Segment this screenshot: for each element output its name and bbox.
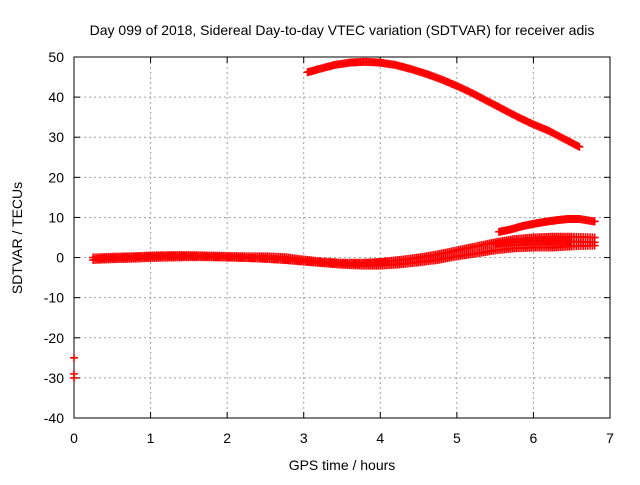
y-tick-label: 50 xyxy=(48,49,64,65)
y-axis-label: SDTVAR / TECUs xyxy=(9,182,25,294)
satellite-track-6 xyxy=(491,237,599,248)
data-point-marker xyxy=(575,142,584,151)
data-point-marker xyxy=(590,217,599,226)
x-axis-label: GPS time / hours xyxy=(289,457,396,473)
y-tick-label: 40 xyxy=(48,89,64,105)
x-tick-label: 0 xyxy=(70,430,78,446)
data-point-marker xyxy=(590,238,599,247)
x-tick-label: 1 xyxy=(147,430,155,446)
y-tick-label: 0 xyxy=(56,250,64,266)
outlier-points xyxy=(70,353,78,382)
data-point-marker xyxy=(70,373,78,382)
y-tick-label: -20 xyxy=(44,330,64,346)
chart-title: Day 099 of 2018, Sidereal Day-to-day VTE… xyxy=(90,22,595,38)
satellite-track-5 xyxy=(494,215,599,236)
plot-frame xyxy=(73,56,611,419)
x-tick-label: 6 xyxy=(530,430,538,446)
x-tick-label: 2 xyxy=(223,430,231,446)
satellite-track-3 xyxy=(92,251,392,268)
x-tick-label: 7 xyxy=(606,430,614,446)
data-point-marker xyxy=(70,353,78,362)
x-tick-label: 3 xyxy=(300,430,308,446)
ticks: 0 1 2 3 4 5 6 7 -40 -30 -20 -10 0 10 20 30 40 50 xyxy=(44,49,614,446)
satellite-track-4 xyxy=(303,57,584,151)
y-tick-label: 20 xyxy=(48,169,64,185)
y-tick-label: -40 xyxy=(44,410,64,426)
data-series xyxy=(70,57,599,382)
data-point-marker xyxy=(383,257,392,266)
axes xyxy=(73,56,611,419)
y-tick-label: -30 xyxy=(44,370,64,386)
y-tick-label: -10 xyxy=(44,290,64,306)
y-tick-label: 10 xyxy=(48,209,64,225)
x-tick-label: 4 xyxy=(376,430,384,446)
x-tick-label: 5 xyxy=(453,430,461,446)
data-point-marker xyxy=(573,142,582,151)
y-tick-label: 30 xyxy=(48,129,64,145)
